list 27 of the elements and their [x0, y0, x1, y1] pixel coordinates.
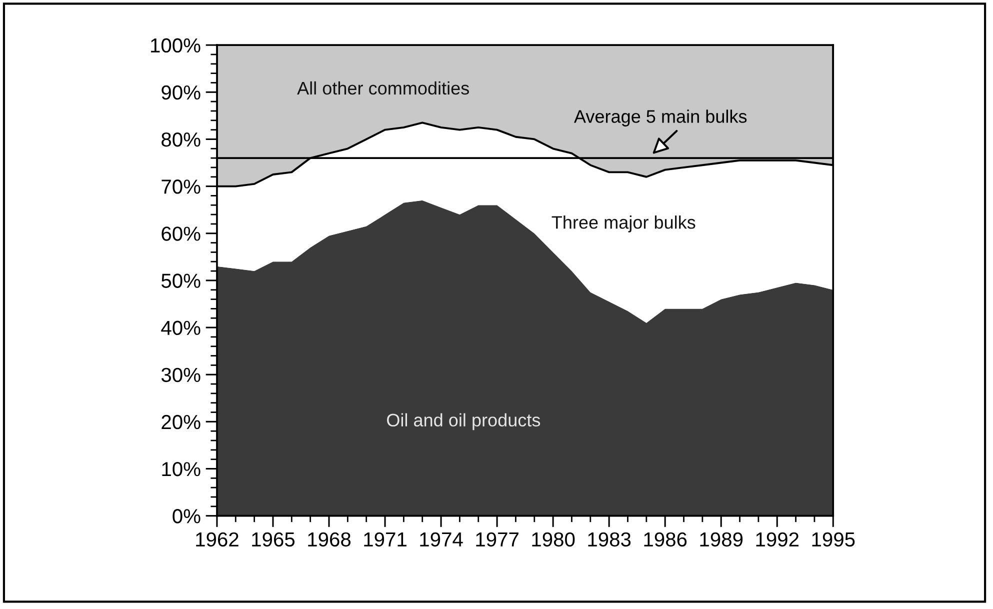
y-tick-label: 40%	[161, 320, 200, 336]
x-tick-label: 1986	[644, 532, 687, 547]
x-tick-label: 1965	[252, 532, 295, 547]
y-tick-label: 0%	[172, 509, 200, 524]
x-tick-label: 1989	[700, 532, 743, 547]
series-label: All other commodities	[297, 81, 469, 95]
ref-line-label: Average 5 main bulks	[574, 110, 747, 126]
x-tick-label: 1992	[756, 532, 799, 547]
series-label: Three major bulks	[552, 216, 696, 232]
y-tick-label: 90%	[162, 85, 200, 100]
x-tick-label: 1968	[308, 532, 351, 547]
x-tick-label: 1983	[588, 532, 631, 547]
y-tick-label: 70%	[162, 180, 200, 194]
x-tick-label: 1974	[420, 532, 463, 547]
x-tick-label: 1962	[196, 532, 238, 547]
x-tick-label: 1980	[532, 532, 575, 547]
y-tick-label: 30%	[161, 368, 200, 382]
y-tick-label: 60%	[162, 226, 200, 241]
y-tick-label: 80%	[162, 132, 200, 147]
x-tick-label: 1971	[364, 532, 406, 547]
y-tick-label: 10%	[162, 462, 200, 476]
series-label: Oil and oil products	[387, 413, 540, 430]
y-tick-label: 100%	[151, 38, 200, 53]
x-tick-label: 1977	[476, 532, 518, 547]
x-tick-label: 1995	[812, 532, 855, 547]
y-tick-label: 20%	[162, 414, 200, 430]
y-tick-label: 50%	[162, 274, 200, 288]
